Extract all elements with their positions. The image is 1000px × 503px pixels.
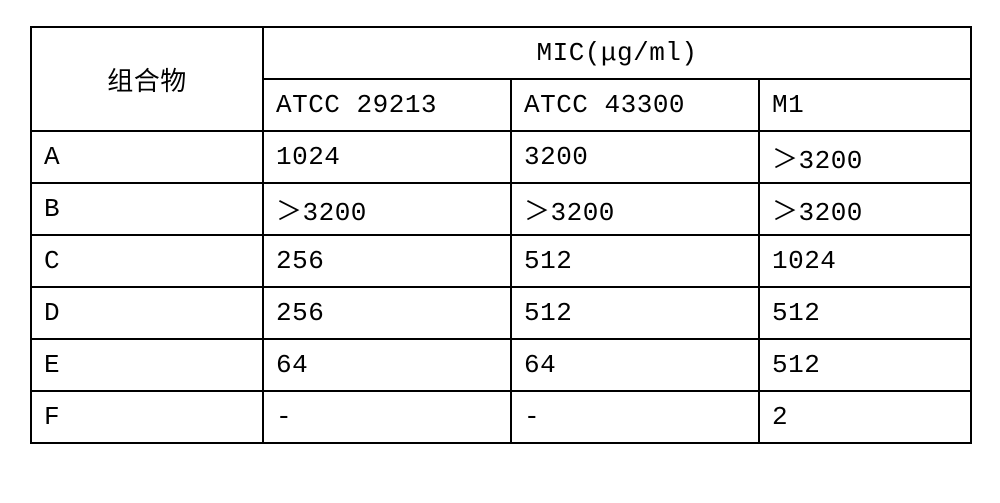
cell: ＞3200 <box>511 183 759 235</box>
cell: 512 <box>511 235 759 287</box>
cell: 512 <box>511 287 759 339</box>
table-row: C 256 512 1024 <box>31 235 971 287</box>
cell: ＞3200 <box>759 183 971 235</box>
cell: 512 <box>759 287 971 339</box>
column-header: M1 <box>759 79 971 131</box>
cell: ＞3200 <box>263 183 511 235</box>
cell: 3200 <box>511 131 759 183</box>
table-header: 组合物 MIC(μg/ml) ATCC 29213 ATCC 43300 M1 <box>31 27 971 131</box>
column-header: ATCC 43300 <box>511 79 759 131</box>
row-label: F <box>31 391 263 443</box>
row-label: D <box>31 287 263 339</box>
cell: ＞3200 <box>759 131 971 183</box>
table-row: D 256 512 512 <box>31 287 971 339</box>
mic-table: 组合物 MIC(μg/ml) ATCC 29213 ATCC 43300 M1 … <box>30 26 972 444</box>
page: 组合物 MIC(μg/ml) ATCC 29213 ATCC 43300 M1 … <box>0 0 1000 503</box>
cell: 512 <box>759 339 971 391</box>
column-header: ATCC 29213 <box>263 79 511 131</box>
header-row-1: 组合物 MIC(μg/ml) <box>31 27 971 79</box>
cell: - <box>511 391 759 443</box>
cell: - <box>263 391 511 443</box>
row-label: C <box>31 235 263 287</box>
cell: 2 <box>759 391 971 443</box>
mic-header: MIC(μg/ml) <box>263 27 971 79</box>
cell: 256 <box>263 287 511 339</box>
table-row: A 1024 3200 ＞3200 <box>31 131 971 183</box>
row-label-header: 组合物 <box>31 27 263 131</box>
table-row: F - - 2 <box>31 391 971 443</box>
cell: 1024 <box>759 235 971 287</box>
table-body: A 1024 3200 ＞3200 B ＞3200 ＞3200 ＞3200 C … <box>31 131 971 443</box>
cell: 256 <box>263 235 511 287</box>
cell: 1024 <box>263 131 511 183</box>
table-row: E 64 64 512 <box>31 339 971 391</box>
table-row: B ＞3200 ＞3200 ＞3200 <box>31 183 971 235</box>
cell: 64 <box>511 339 759 391</box>
row-label: E <box>31 339 263 391</box>
cell: 64 <box>263 339 511 391</box>
row-label: B <box>31 183 263 235</box>
row-label: A <box>31 131 263 183</box>
